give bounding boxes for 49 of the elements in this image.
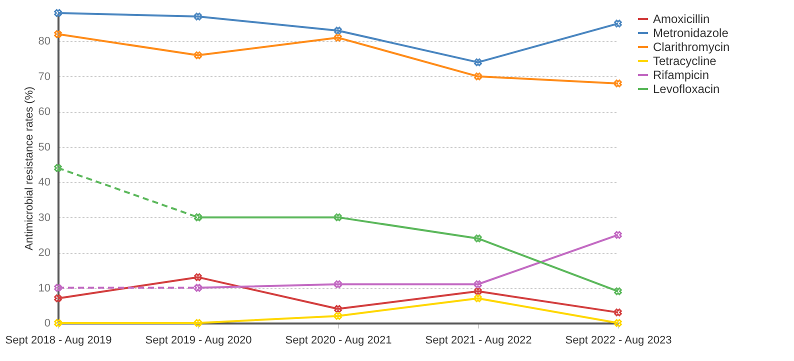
y-tick-label: 70 <box>38 70 50 83</box>
y-tick-label: 10 <box>38 282 50 294</box>
point <box>474 287 482 296</box>
y-tick-label: 50 <box>38 141 50 154</box>
legend-label: Tetracycline <box>653 54 717 68</box>
y-tick-label: 20 <box>38 247 50 260</box>
point <box>54 164 62 172</box>
point <box>614 287 622 296</box>
point <box>194 273 202 282</box>
point <box>614 80 622 88</box>
point <box>54 319 62 327</box>
y-tick-label: 80 <box>38 36 50 48</box>
point <box>334 213 342 222</box>
point <box>614 231 622 239</box>
point <box>54 294 62 302</box>
point <box>474 280 482 288</box>
x-tick-label: Sept 2019 - Aug 2020 <box>145 334 252 346</box>
point <box>54 9 62 17</box>
x-tick-label: Sept 2021 - Aug 2022 <box>425 334 532 346</box>
point <box>614 308 622 316</box>
point <box>54 30 62 38</box>
x-tick-label: Sept 2022 - Aug 2023 <box>565 334 672 346</box>
point <box>54 284 62 292</box>
point <box>334 305 342 313</box>
legend-label: Clarithromycin <box>653 40 730 54</box>
legend-label: Levofloxacin <box>653 82 720 96</box>
y-axis-title: Antimicrobial resistance rates (%) <box>23 86 36 250</box>
y-tick-label: 30 <box>38 212 50 224</box>
x-tick-label: Sept 2020 - Aug 2021 <box>285 334 392 346</box>
legend-label: Metronidazole <box>653 26 729 40</box>
point <box>334 280 342 288</box>
point <box>194 51 202 60</box>
legend-label: Amoxicillin <box>653 12 710 26</box>
point <box>334 26 342 34</box>
point <box>334 312 342 320</box>
point <box>334 34 342 42</box>
y-tick-label: 40 <box>38 176 50 189</box>
point <box>614 319 622 327</box>
point <box>614 20 622 28</box>
point <box>474 72 482 80</box>
y-tick-label: 0 <box>44 318 50 330</box>
y-tick-label: 60 <box>38 106 50 118</box>
legend-label: Rifampicin <box>653 68 710 82</box>
point <box>194 12 202 20</box>
x-tick-label: Sept 2018 - Aug 2019 <box>5 334 112 346</box>
point <box>474 58 482 66</box>
point <box>474 294 482 302</box>
point <box>474 234 482 242</box>
point <box>194 319 202 327</box>
